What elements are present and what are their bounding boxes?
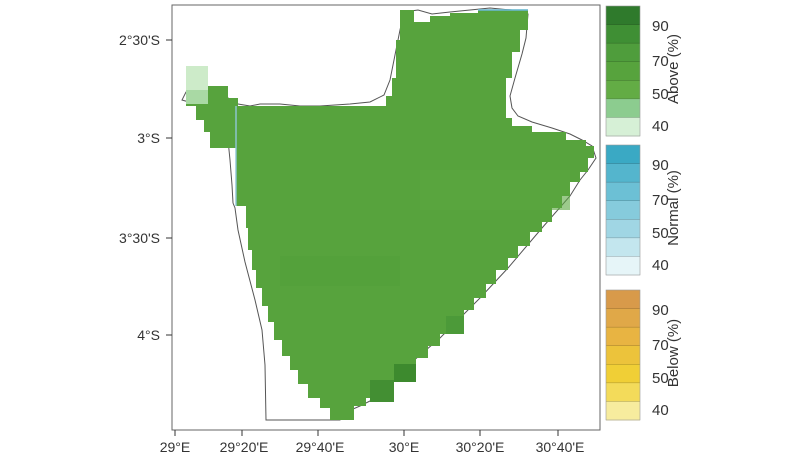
x-tick-label: 29°20'E [220,439,269,455]
legend-swatch [606,182,640,202]
x-axis: 29°E 29°20'E 29°40'E 30°E 30°20'E 30°40'… [160,430,585,455]
legend-title: Below (%) [665,319,682,387]
legend-tick-label: 40 [652,257,669,274]
legend-tick-label: 70 [652,337,669,354]
legend-swatch [606,327,640,347]
dark-patch-southeast [394,364,416,382]
y-tick-label: 2°30'S [119,32,160,48]
legend-frame [605,289,641,421]
legend-swatch [606,117,640,137]
legend-swatch [606,200,640,220]
dark-patch-east [446,316,464,334]
legend-tick-label: 90 [652,157,669,174]
legend-swatch [606,43,640,63]
legend-swatch [606,237,640,257]
legend-swatch [606,163,640,183]
y-axis: 2°30'S 3°S 3°30'S 4°S [119,32,172,343]
legend-swatch [606,290,640,310]
legend-normal: 90 70 50 40 Normal (%) [605,144,682,276]
legend-swatch [606,382,640,402]
legend-tick-label: 50 [652,370,669,387]
legend-swatch [606,401,640,421]
legend-title: Normal (%) [665,170,682,246]
x-tick-label: 30°20'E [456,439,505,455]
legend-swatch [606,61,640,81]
legend-tick-label: 40 [652,402,669,419]
legend-swatch [606,145,640,165]
x-tick-label: 30°E [389,439,420,455]
legend-swatch [606,256,640,276]
probability-fill-region [186,10,594,420]
legend-swatch [606,98,640,118]
y-tick-label: 4°S [137,327,160,343]
legend-above: 90 70 50 40 Above (%) [605,5,682,137]
legend-swatch [606,24,640,44]
legend-tick-label: 90 [652,18,669,35]
x-tick-label: 29°40'E [296,439,345,455]
legend-swatch [606,80,640,100]
legend-swatch [606,219,640,239]
legend-tick-label: 50 [652,225,669,242]
legend-below: 90 70 50 40 Below (%) [605,289,682,421]
shade-band-1 [280,256,400,286]
shade-band-2 [420,170,570,210]
legend-tick-label: 50 [652,86,669,103]
legend-tick-label: 70 [652,192,669,209]
legend-tick-label: 90 [652,302,669,319]
dark-patch-south [370,380,394,402]
y-tick-label: 3°30'S [119,230,160,246]
y-tick-label: 3°S [137,130,160,146]
x-tick-label: 29°E [160,439,191,455]
legend-title: Above (%) [665,34,682,104]
legend-frame [605,5,641,137]
legend-frame [605,144,641,276]
legend-swatch [606,6,640,26]
light-patch-northwest [186,66,208,92]
legend-swatch [606,345,640,365]
legend-swatch [606,364,640,384]
x-tick-label: 30°40'E [536,439,585,455]
legend-swatch [606,308,640,328]
legend-tick-label: 70 [652,53,669,70]
light-patch-northwest-2 [186,90,208,104]
legend-tick-label: 40 [652,118,669,135]
